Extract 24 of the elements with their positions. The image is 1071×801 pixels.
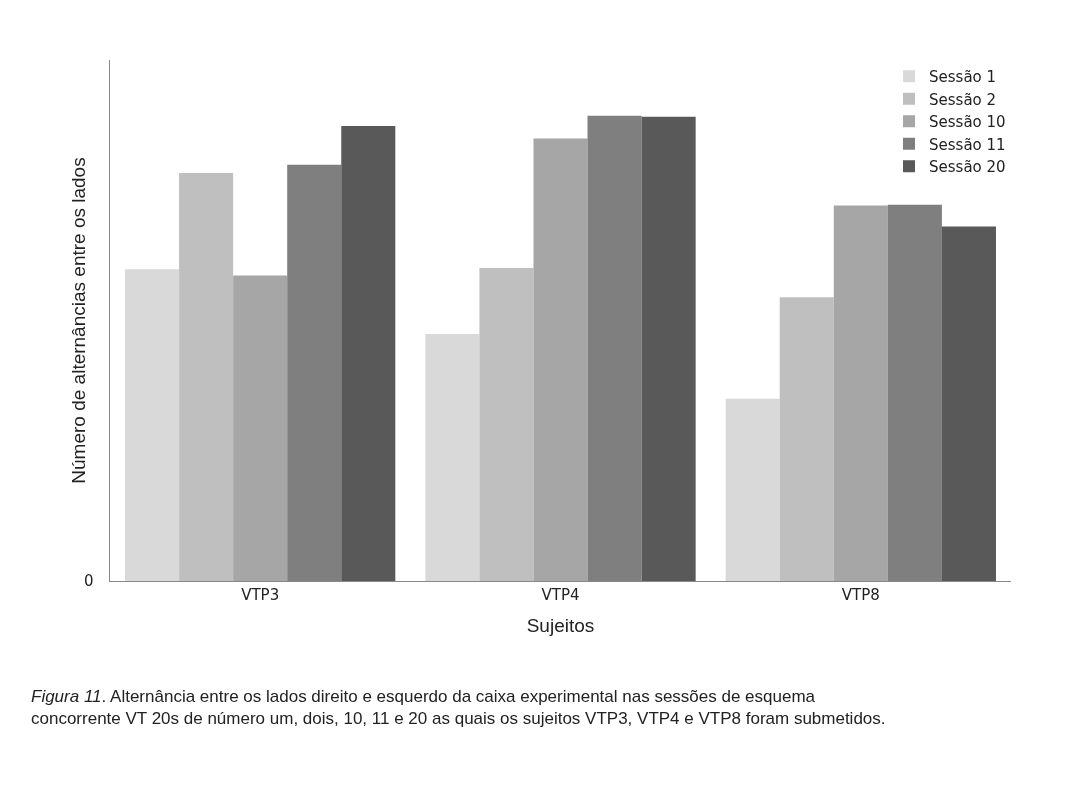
legend-label: Sessão 1 (929, 68, 997, 87)
legend-label: Sessão 2 (929, 90, 997, 109)
text: Figura 11. Alternância entre os lados direito e esquerdo da caixa experimental nas sessões de esquema concorrente VT 20s de número um, dois, 10, 11 e 20 as quais os sujeitos VTP3, VTP4 e VTP8 foram submetidos. (31, 687, 886, 729)
legend-label: Sessão 10 (929, 113, 1006, 132)
bar (179, 173, 234, 581)
bar (833, 205, 888, 581)
x-tick-label: VTP4 (541, 586, 580, 604)
x-tick-label: VTP3 (241, 586, 280, 604)
legend-label: Sessão 11 (929, 135, 1006, 154)
x-axis-title: Sujeitos (526, 614, 595, 636)
bar (725, 398, 780, 581)
bar (479, 267, 534, 581)
bar (941, 226, 996, 581)
text: 0 (84, 572, 94, 590)
bar (341, 126, 396, 581)
bar (425, 333, 480, 581)
bar (533, 138, 588, 581)
bar (125, 269, 180, 581)
bar (779, 297, 834, 581)
y-axis-title: Número de alternâncias entre os lados (67, 157, 89, 484)
bar (641, 116, 696, 581)
bar (233, 275, 288, 581)
legend-label: Sessão 20 (929, 158, 1006, 177)
x-tick-label: VTP8 (841, 586, 880, 604)
